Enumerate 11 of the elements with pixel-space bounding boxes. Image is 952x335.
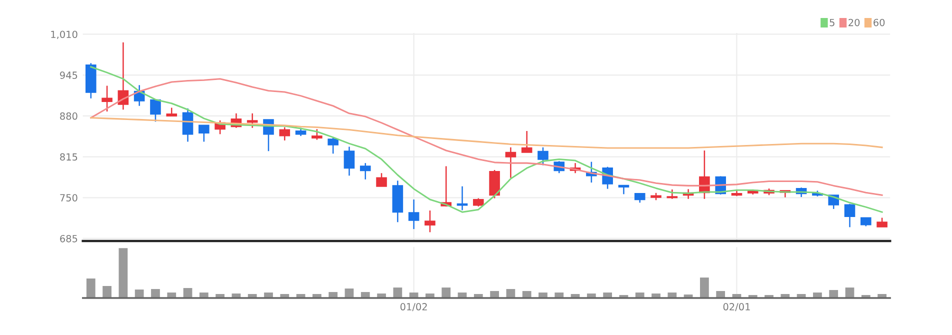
- y-tick-label: 685: [60, 234, 78, 242]
- y-tick-label: 750: [60, 194, 78, 202]
- y-tick-label: 880: [60, 112, 78, 120]
- legend-label: 60: [874, 18, 885, 26]
- y-tick-label: 1,010: [51, 30, 78, 40]
- y-tick-label: 815: [60, 153, 78, 161]
- x-tick-label: 02/01: [723, 303, 750, 312]
- legend-label: 5: [830, 18, 834, 26]
- legend-label: 20: [848, 18, 860, 26]
- x-tick-label: 01/02: [400, 303, 427, 312]
- y-tick-label: 945: [60, 72, 78, 79]
